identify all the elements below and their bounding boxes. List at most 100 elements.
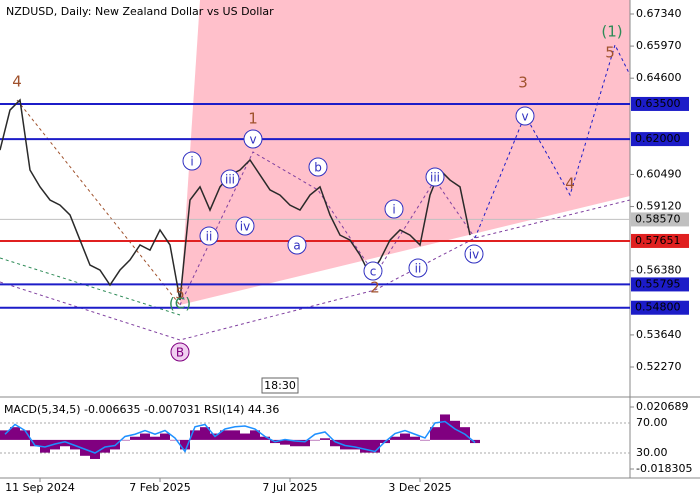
level-label: 0.62000 [635, 132, 681, 145]
level-box [631, 233, 689, 248]
macd-bar [360, 439, 370, 453]
rsi-line [4, 420, 476, 454]
wave-circle [182, 151, 202, 171]
wave-label: b [314, 161, 322, 175]
macd-bar [250, 430, 260, 440]
wave-circle [363, 261, 383, 281]
wave-label: a [293, 239, 300, 253]
time-label: 18:30 [264, 379, 296, 392]
wave-label: iii [225, 173, 235, 187]
macd-bar [90, 439, 100, 459]
y-tick-label: 0.52270 [636, 360, 682, 373]
level-box [631, 277, 689, 292]
macd-bar [310, 439, 320, 441]
wave-label: (1) [601, 23, 622, 41]
level-label: 0.57651 [635, 234, 681, 247]
macd-bar [260, 436, 270, 440]
wave-label: (C) [169, 295, 191, 313]
wave-circle [425, 167, 445, 187]
wave-circle [308, 157, 328, 177]
macd-bar [200, 427, 210, 440]
macd-bar [390, 436, 400, 440]
level-box [631, 212, 689, 227]
wave-label: 4 [12, 73, 22, 91]
macd-bar [190, 430, 200, 440]
macd-bar [180, 439, 190, 450]
macd-bar [450, 420, 460, 440]
y-tick-label: 0.60490 [636, 167, 682, 180]
macd-bar [70, 439, 80, 450]
macd-bar [340, 439, 350, 450]
wave-lines [0, 43, 631, 341]
macd-bar [440, 414, 450, 440]
macd-bar [130, 436, 140, 440]
wave-label: B [176, 346, 184, 360]
wave-label: v [521, 110, 528, 124]
macd-bar [370, 439, 380, 453]
macd-bar [230, 430, 240, 440]
wave-label: i [190, 155, 193, 169]
x-tick-label: 7 Jul 2025 [262, 481, 317, 494]
wave-circle [515, 106, 535, 126]
wave-circle [235, 216, 255, 236]
y-tick-label: 0.56380 [636, 264, 682, 277]
macd-bar [240, 433, 250, 440]
macd-bar [320, 438, 330, 440]
target-zone [180, 0, 630, 305]
level-label: 0.63500 [635, 97, 681, 110]
macd-bar [60, 439, 70, 447]
level-label: 0.58570 [635, 212, 681, 225]
wave-label: 2 [370, 279, 380, 297]
y-tick-label: 0.67340 [636, 7, 682, 20]
y2-tick-label: -0.018305 [636, 462, 692, 475]
wave-label: 4 [565, 175, 575, 193]
wave-label: iv [240, 220, 250, 234]
wave-label: 3 [518, 74, 528, 92]
macd-bar [350, 439, 360, 450]
wave-circle [287, 235, 307, 255]
wave-label: iv [469, 248, 479, 262]
wave-label: ii [415, 262, 422, 276]
wave-label: 1 [248, 110, 258, 128]
chart-title: NZDUSD, Daily: New Zealand Dollar vs US … [6, 5, 274, 18]
macd-bar [30, 439, 40, 447]
level-box [631, 96, 689, 111]
wave-circle [243, 129, 263, 149]
y-tick-label: 0.65970 [636, 39, 682, 52]
x-tick-label: 3 Dec 2025 [388, 481, 451, 494]
macd-bar [170, 439, 180, 441]
wave-label: v [249, 133, 256, 147]
wave-circle [220, 169, 240, 189]
rsi-tick-label: 70.00 [636, 416, 668, 429]
macd-bar [290, 439, 300, 447]
y-tick-label: 0.59120 [636, 200, 682, 213]
macd-bar [140, 433, 150, 440]
macd-bar [120, 439, 130, 441]
time-box [261, 377, 299, 394]
level-label: 0.55795 [635, 277, 681, 290]
macd-bar [0, 430, 10, 440]
wave-circle [408, 258, 428, 278]
wave-label: c [370, 265, 377, 279]
wave-label: ii [206, 230, 213, 244]
wave-label: iii [430, 171, 440, 185]
level-box [631, 300, 689, 315]
macd-bar [300, 439, 310, 447]
wave-label: 5 [605, 44, 615, 62]
wave-circle [464, 244, 484, 264]
macd-bar [80, 439, 90, 456]
macd-bar [400, 433, 410, 440]
y2-tick-label: 0.020689 [636, 400, 689, 413]
x-tick-label: 7 Feb 2025 [129, 481, 190, 494]
wave-circle [170, 342, 190, 362]
wave-label: 5 [175, 285, 185, 303]
macd-bar [10, 427, 20, 440]
x-tick-label: 11 Sep 2024 [5, 481, 75, 494]
macd-bar [430, 427, 440, 440]
macd-bar [280, 439, 290, 445]
macd-bar [420, 439, 430, 441]
level-label: 0.54800 [635, 301, 681, 314]
y-tick-label: 0.53640 [636, 328, 682, 341]
rsi-tick-label: 30.00 [636, 446, 668, 459]
macd-bar [470, 439, 480, 444]
